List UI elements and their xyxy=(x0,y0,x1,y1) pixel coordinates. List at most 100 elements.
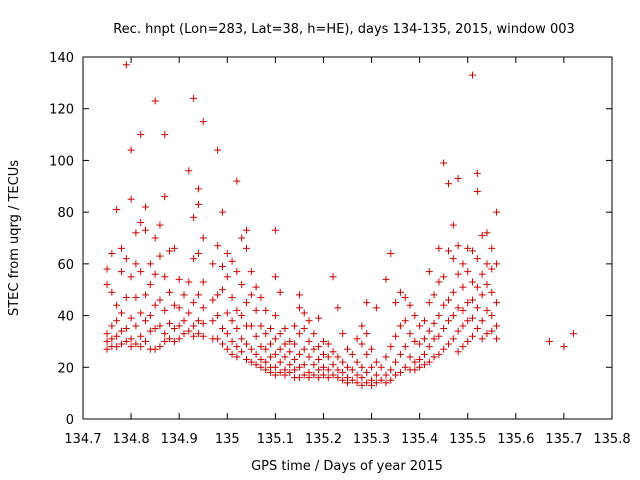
data-point xyxy=(151,325,159,332)
data-point xyxy=(113,317,121,325)
data-point xyxy=(454,270,462,278)
x-axis: 134.7 134.8 134.9 135 135.1 135.2 135.3 135.4 13… xyxy=(64,57,631,447)
data-point xyxy=(315,366,323,374)
data-point xyxy=(344,363,351,371)
data-point xyxy=(300,371,308,379)
data-point xyxy=(262,345,270,353)
data-point xyxy=(449,335,457,343)
data-point xyxy=(483,306,491,314)
data-point xyxy=(108,288,116,296)
data-point xyxy=(329,371,337,379)
data-point xyxy=(315,356,323,364)
data-point xyxy=(151,270,159,278)
data-point xyxy=(209,317,217,325)
data-point xyxy=(319,350,327,358)
data-point xyxy=(271,312,279,320)
data-point xyxy=(214,312,222,320)
data-point xyxy=(103,265,111,273)
data-point xyxy=(406,301,414,309)
data-point xyxy=(425,358,433,366)
data-point xyxy=(238,348,246,356)
data-point xyxy=(267,325,275,332)
data-point xyxy=(127,343,135,351)
data-point xyxy=(122,337,130,345)
data-point xyxy=(228,257,236,265)
data-point xyxy=(435,278,443,286)
data-point xyxy=(469,332,477,340)
data-point xyxy=(478,270,486,278)
data-point xyxy=(127,195,135,203)
data-point xyxy=(300,361,308,369)
data-point xyxy=(435,312,443,320)
data-point xyxy=(103,281,111,289)
data-point xyxy=(324,340,332,348)
data-point xyxy=(454,327,462,335)
data-point xyxy=(247,322,255,330)
data-point xyxy=(392,358,400,366)
data-point xyxy=(122,255,130,263)
data-point xyxy=(560,343,568,351)
data-point xyxy=(570,330,578,338)
data-point xyxy=(194,200,202,208)
data-point xyxy=(444,340,452,348)
data-point xyxy=(464,317,472,325)
data-point xyxy=(142,226,150,234)
data-point xyxy=(137,218,145,226)
data-point xyxy=(190,255,198,263)
data-point xyxy=(449,312,457,320)
data-point xyxy=(122,293,130,301)
data-point xyxy=(271,273,279,281)
data-point xyxy=(185,167,193,175)
data-point xyxy=(170,325,178,332)
data-point xyxy=(194,330,202,338)
data-point xyxy=(392,371,400,379)
data-point xyxy=(401,317,409,325)
data-point xyxy=(281,371,289,379)
data-point xyxy=(300,325,308,332)
data-point xyxy=(286,368,294,376)
data-point xyxy=(142,203,150,211)
data-point xyxy=(291,340,299,348)
data-point xyxy=(185,327,193,335)
data-point xyxy=(372,304,380,312)
data-point xyxy=(271,335,279,343)
data-point xyxy=(257,343,265,351)
data-point xyxy=(319,363,327,371)
data-point xyxy=(218,340,226,348)
data-point xyxy=(117,340,125,348)
data-point xyxy=(271,371,279,379)
data-point xyxy=(190,213,198,221)
data-point xyxy=(243,356,251,364)
data-point xyxy=(493,260,501,268)
data-point xyxy=(430,335,438,343)
data-point xyxy=(387,376,395,384)
data-point xyxy=(372,379,380,387)
data-point xyxy=(271,350,279,358)
data-point xyxy=(223,345,231,353)
data-point xyxy=(382,379,390,387)
data-point xyxy=(353,371,361,379)
data-point xyxy=(262,306,270,314)
data-point xyxy=(223,273,231,281)
data-point xyxy=(310,345,318,353)
y-tick-label: 60 xyxy=(57,258,74,273)
data-point xyxy=(132,340,140,348)
data-point xyxy=(185,309,193,317)
data-point xyxy=(478,231,486,239)
data-point xyxy=(276,368,284,376)
data-point xyxy=(396,322,404,330)
data-point xyxy=(156,252,164,260)
data-point xyxy=(295,363,303,371)
y-tick-label: 0 xyxy=(66,413,74,428)
data-point xyxy=(117,268,125,276)
data-point xyxy=(493,208,501,216)
data-point xyxy=(209,296,217,304)
data-point xyxy=(396,288,404,296)
data-point xyxy=(185,278,193,286)
x-tick-label: 135.7 xyxy=(545,432,582,447)
data-point xyxy=(161,306,169,314)
data-point xyxy=(103,330,111,338)
data-point xyxy=(411,358,419,366)
data-point xyxy=(291,356,299,364)
data-point xyxy=(444,180,452,188)
